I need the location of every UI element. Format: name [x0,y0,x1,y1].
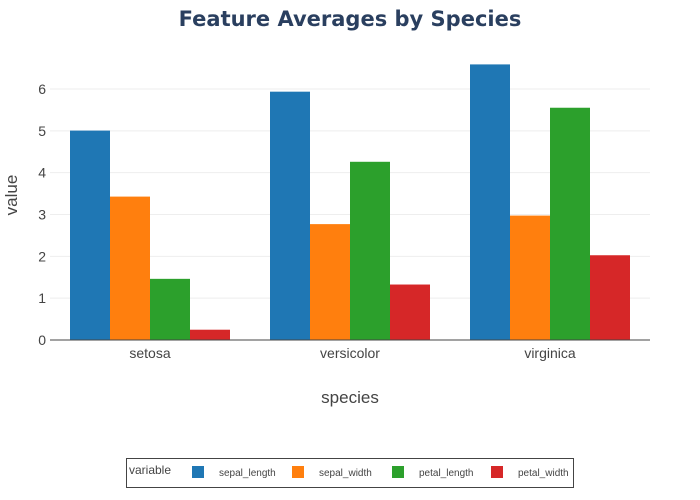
x-tick-label: virginica [524,345,576,361]
x-axis-label: species [321,388,379,407]
legend-item-sepal_length[interactable]: sepal_length [192,466,276,479]
y-tick-label: 0 [38,332,46,348]
legend-swatch [491,466,503,478]
legend-item-petal_length[interactable]: petal_length [392,466,474,479]
legend-item-petal_width[interactable]: petal_width [491,466,569,479]
y-tick-label: 5 [38,123,46,139]
x-tick-label: setosa [129,345,170,361]
y-axis-label: value [2,175,21,216]
bar-petal_length-versicolor [350,161,390,340]
bar-sepal_length-versicolor [270,91,310,340]
bar-sepal_length-virginica [470,64,510,340]
y-tick-label: 1 [38,290,46,306]
legend-item-sepal_width[interactable]: sepal_width [292,466,372,479]
legend-swatch [292,466,304,478]
y-tick-label: 4 [38,165,46,181]
x-tick-label: versicolor [320,345,380,361]
bar-sepal_width-versicolor [310,224,350,340]
bar-sepal_length-setosa [70,130,110,340]
legend-label: petal_length [419,468,474,479]
y-tick-label: 3 [38,207,46,223]
bar-petal_width-versicolor [390,284,430,340]
bar-petal_length-virginica [550,107,590,340]
legend-label: petal_width [518,468,569,479]
y-tick-labels: 0 1 2 3 4 5 6 [38,81,46,348]
bar-petal_length-setosa [150,278,190,340]
legend-swatch [392,466,404,478]
legend-swatch [192,466,204,478]
bar-sepal_width-setosa [110,196,150,340]
legend: variable sepal_length sepal_width petal_le… [126,458,574,488]
y-tick-label: 2 [38,248,46,264]
bar-petal_width-virginica [590,255,630,340]
chart-title: Feature Averages by Species [179,7,522,31]
legend-label: sepal_width [319,468,372,479]
y-tick-label: 6 [38,81,46,97]
legend-label: sepal_length [219,468,276,479]
legend-title: variable [129,463,171,477]
bar-petal_width-setosa [190,329,230,340]
bar-sepal_width-virginica [510,215,550,340]
x-tick-labels: setosa versicolor virginica [129,345,576,361]
bars [70,64,630,340]
